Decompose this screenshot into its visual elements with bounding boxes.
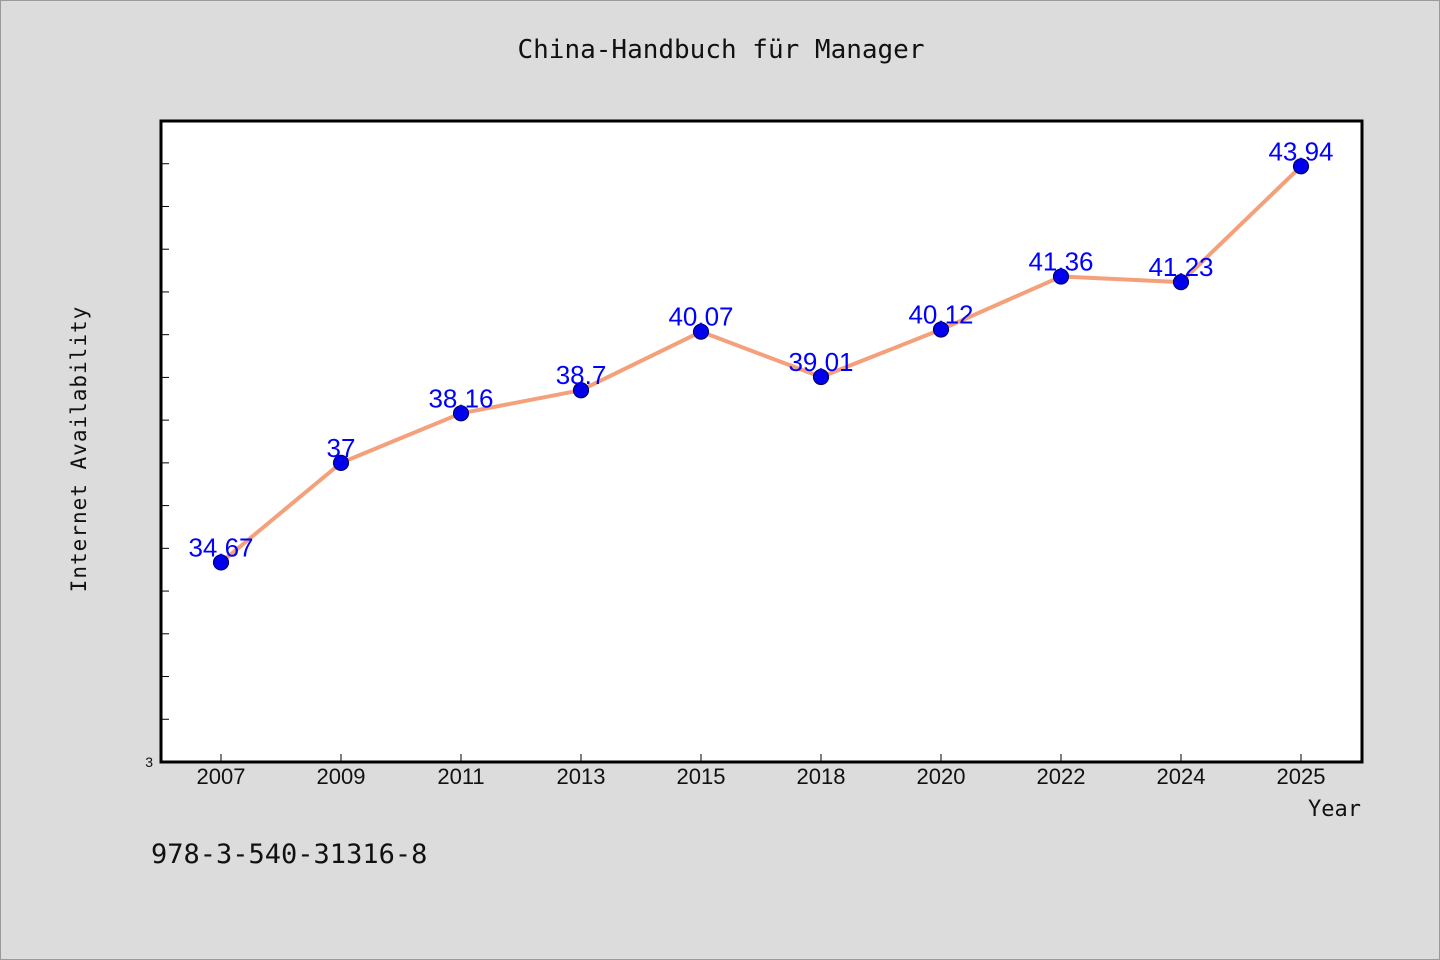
data-point <box>812 368 830 386</box>
data-label: 40.12 <box>908 300 973 330</box>
data-label: 40.07 <box>668 302 733 332</box>
x-tick-label: 2022 <box>1037 764 1086 789</box>
data-label: 39.01 <box>788 347 853 377</box>
series-line <box>219 164 1303 565</box>
chart-title: China-Handbuch für Manager <box>517 35 925 65</box>
isbn-note: 978-3-540-31316-8 <box>151 839 428 870</box>
data-point <box>1292 158 1310 175</box>
y-axis-min-label: 3 <box>145 754 153 770</box>
series-group <box>212 158 1310 571</box>
data-label: 38.7 <box>556 360 607 390</box>
data-point <box>1052 268 1070 285</box>
data-point <box>332 454 350 471</box>
data-label: 37 <box>327 433 356 463</box>
x-tick-label: 2020 <box>917 764 966 789</box>
x-tick-label: 2024 <box>1157 764 1206 789</box>
data-point <box>212 554 230 571</box>
data-point <box>1172 274 1190 291</box>
plot-area <box>159 119 1364 764</box>
x-tick-label: 2013 <box>557 764 606 789</box>
data-label: 43.94 <box>1268 136 1333 166</box>
x-axis-ticks: 2007 2009 2011 2013 2015 2018 2020 2022 2024 2025 <box>197 754 1326 789</box>
data-label: 38.16 <box>428 383 493 413</box>
x-tick-label: 2018 <box>797 764 846 789</box>
data-point <box>692 323 710 340</box>
x-tick-label: 2011 <box>437 764 484 789</box>
data-labels: 34.67 37 38.16 38.7 40.07 39.01 40.12 41.36 41.2… <box>188 136 1333 562</box>
x-tick-label: 2025 <box>1277 764 1326 789</box>
data-label: 34.67 <box>188 532 253 562</box>
x-tick-label: 2015 <box>677 764 726 789</box>
data-point <box>452 405 470 422</box>
x-axis-label: Year <box>1308 797 1361 822</box>
x-tick-label: 2009 <box>317 764 366 789</box>
x-tick-label: 2007 <box>197 764 246 789</box>
data-label: 41.36 <box>1028 247 1093 277</box>
data-point <box>932 321 950 338</box>
data-label: 41.23 <box>1148 252 1213 282</box>
data-point <box>572 382 590 399</box>
y-axis-ticks <box>161 163 169 720</box>
